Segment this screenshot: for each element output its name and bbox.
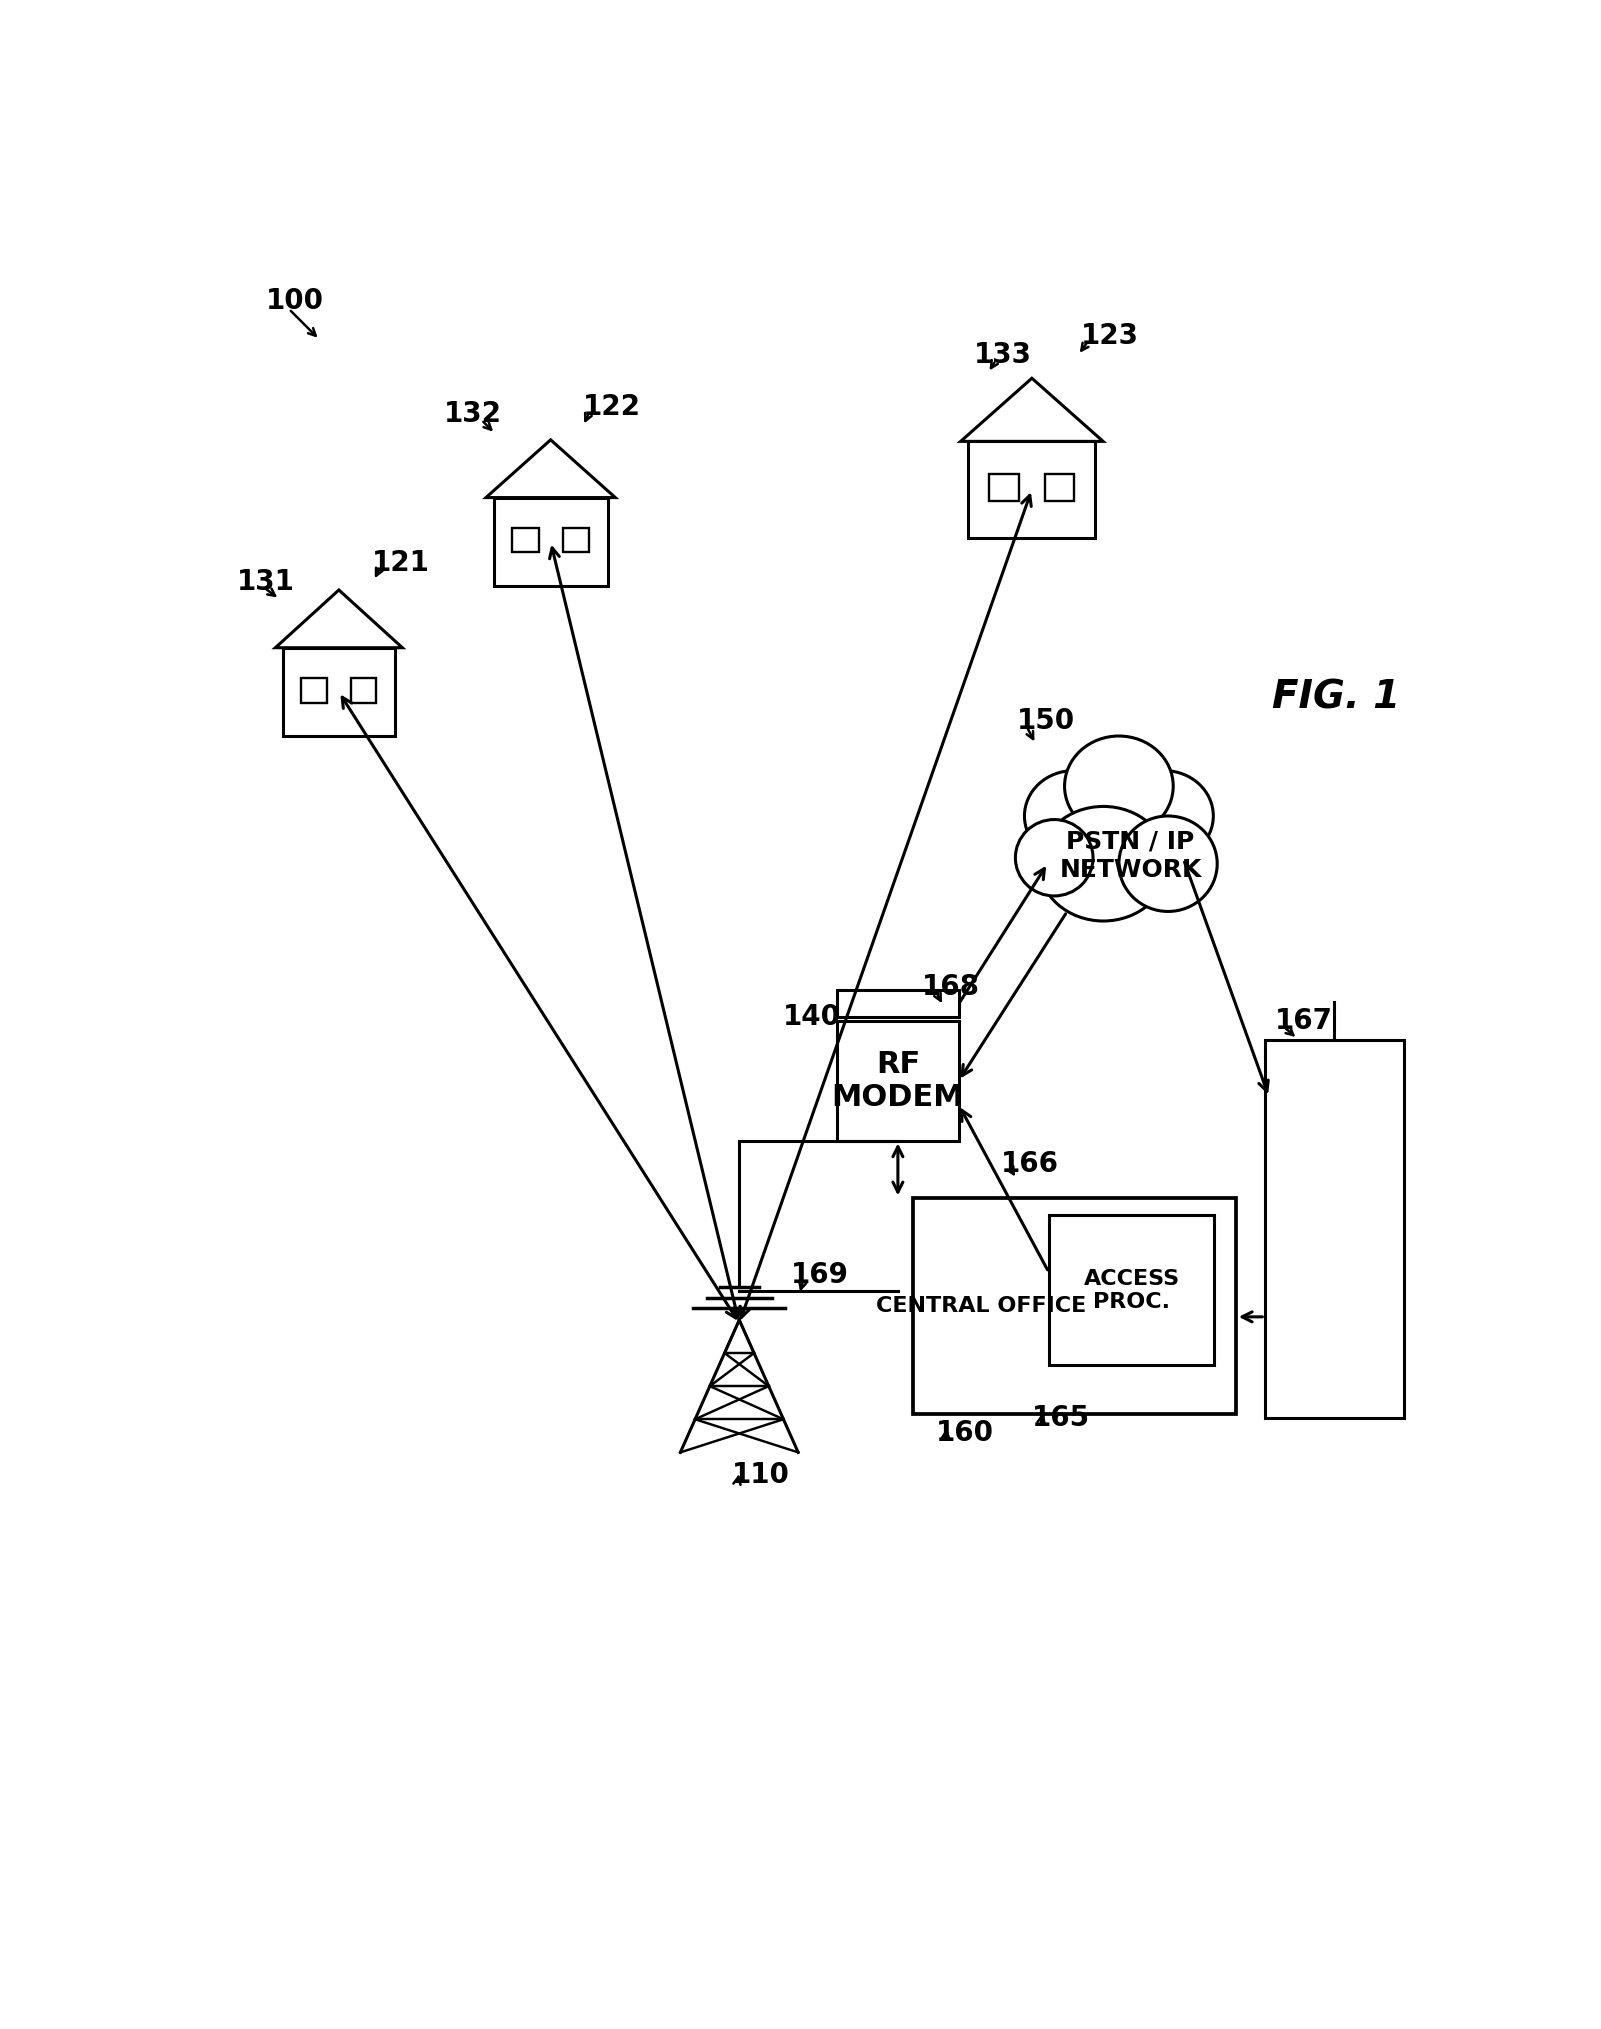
Text: 165: 165 bbox=[1033, 1404, 1090, 1432]
Polygon shape bbox=[275, 590, 402, 647]
Text: 150: 150 bbox=[1017, 706, 1074, 734]
Ellipse shape bbox=[1039, 806, 1169, 921]
Text: PSTN / IP
NETWORK: PSTN / IP NETWORK bbox=[1060, 830, 1202, 881]
Ellipse shape bbox=[1025, 771, 1122, 862]
Text: 121: 121 bbox=[371, 550, 429, 576]
Text: 100: 100 bbox=[266, 288, 323, 314]
Polygon shape bbox=[961, 377, 1103, 442]
Bar bbox=[837, 990, 959, 1017]
Text: 110: 110 bbox=[732, 1461, 789, 1489]
Text: 133: 133 bbox=[973, 341, 1033, 369]
Bar bbox=[283, 647, 395, 737]
Text: 140: 140 bbox=[783, 1002, 841, 1031]
Bar bbox=[837, 1021, 959, 1140]
Bar bbox=[989, 475, 1018, 501]
Text: 160: 160 bbox=[935, 1418, 994, 1447]
Text: 167: 167 bbox=[1274, 1006, 1332, 1035]
Text: ACCESS
PROC.: ACCESS PROC. bbox=[1084, 1268, 1180, 1313]
Text: CENTRAL OFFICE: CENTRAL OFFICE bbox=[876, 1297, 1085, 1317]
Text: 132: 132 bbox=[445, 400, 503, 428]
Text: 169: 169 bbox=[791, 1262, 849, 1288]
Text: 131: 131 bbox=[237, 568, 295, 597]
Bar bbox=[969, 442, 1095, 538]
Ellipse shape bbox=[1114, 771, 1214, 862]
Text: FIG. 1: FIG. 1 bbox=[1271, 680, 1401, 716]
Bar bbox=[351, 678, 376, 702]
Text: 122: 122 bbox=[583, 394, 640, 422]
Text: 168: 168 bbox=[922, 972, 980, 1000]
Text: 123: 123 bbox=[1081, 323, 1138, 349]
Bar bbox=[301, 678, 327, 702]
Text: 166: 166 bbox=[1001, 1150, 1060, 1177]
Bar bbox=[1045, 475, 1074, 501]
Ellipse shape bbox=[1119, 816, 1217, 911]
Bar bbox=[1265, 1041, 1404, 1418]
Bar bbox=[1049, 1215, 1215, 1366]
Polygon shape bbox=[487, 440, 615, 497]
Bar bbox=[562, 528, 589, 552]
Bar bbox=[512, 528, 538, 552]
Bar bbox=[493, 497, 608, 586]
Text: RF
MODEM: RF MODEM bbox=[831, 1049, 964, 1112]
Bar bbox=[913, 1199, 1236, 1414]
Ellipse shape bbox=[1065, 737, 1174, 836]
Ellipse shape bbox=[1015, 820, 1093, 897]
